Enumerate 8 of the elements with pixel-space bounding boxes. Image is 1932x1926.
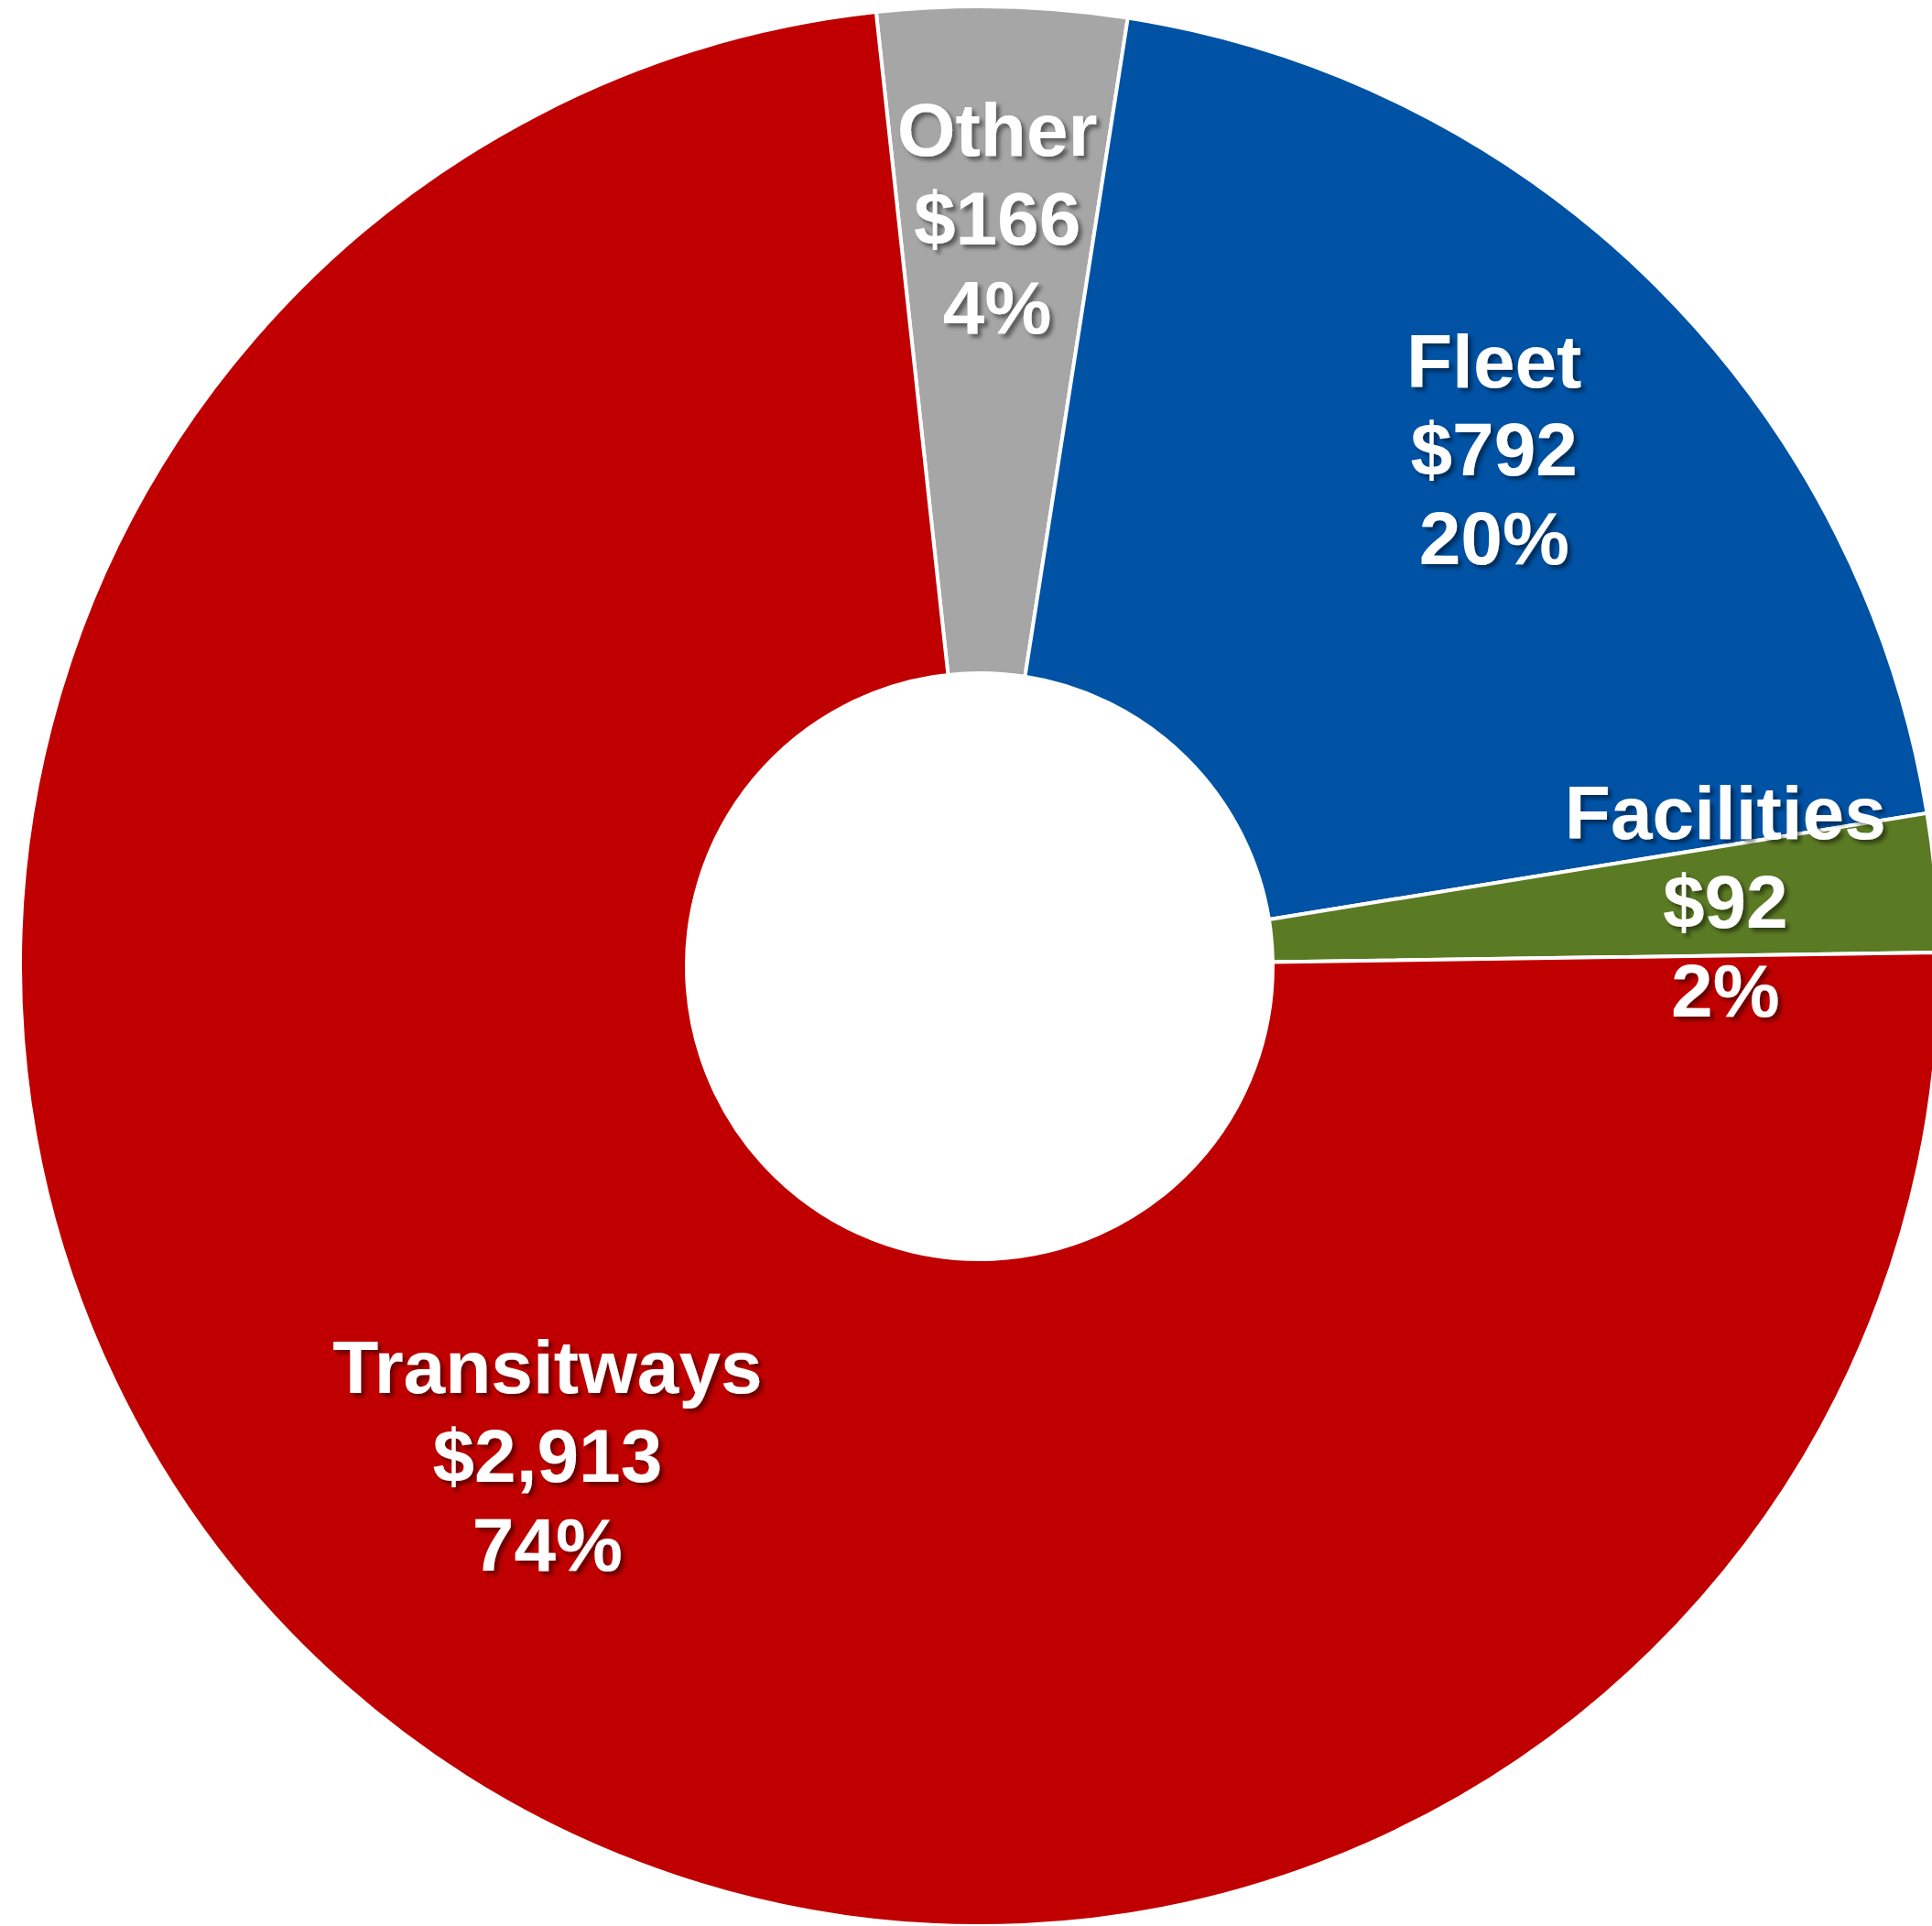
slice-label: Other	[896, 87, 1098, 171]
data-label: $166 4%	[913, 176, 1081, 349]
data-label: $92 2%	[1662, 859, 1788, 1032]
data-label: $2,913 74%	[432, 1413, 663, 1586]
slice-label: Fleet	[1406, 319, 1582, 403]
slice-label: Transitways	[332, 1324, 763, 1409]
data-label: $792 20%	[1410, 407, 1578, 580]
slice-label: Facilities	[1564, 770, 1886, 854]
